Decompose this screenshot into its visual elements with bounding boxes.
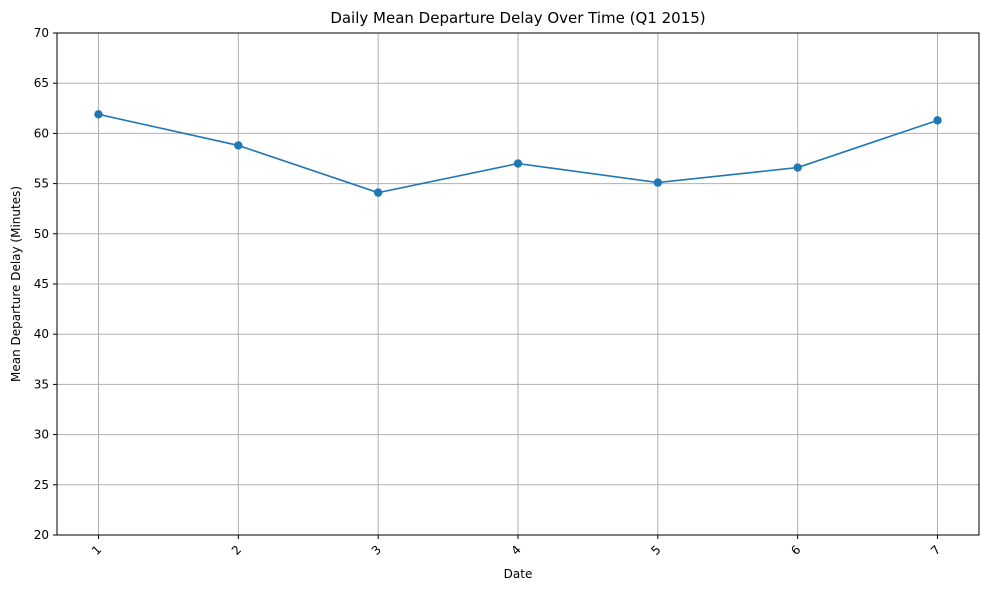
data-point xyxy=(94,110,103,119)
x-tick-label: 6 xyxy=(788,543,803,558)
x-tick-label: 1 xyxy=(89,543,104,558)
x-tick-label: 5 xyxy=(648,543,663,558)
data-point xyxy=(653,178,663,187)
y-axis-label: Mean Departure Delay (Minutes) xyxy=(9,186,23,382)
x-axis-label: Date xyxy=(504,567,533,581)
y-tick-label: 40 xyxy=(34,327,49,341)
data-point xyxy=(373,188,383,197)
series-layer xyxy=(94,110,942,197)
data-point xyxy=(933,116,942,125)
x-tick-label: 3 xyxy=(369,543,384,558)
x-tick-label: 2 xyxy=(229,543,244,558)
x-tick-label: 4 xyxy=(509,543,524,558)
y-tick-label: 35 xyxy=(34,377,49,391)
data-point xyxy=(513,159,523,168)
grid-lines xyxy=(57,32,979,536)
data-point xyxy=(234,141,243,150)
y-tick-label: 25 xyxy=(34,478,49,492)
data-point xyxy=(793,163,802,172)
y-tick-label: 60 xyxy=(34,126,49,140)
y-tick-label: 50 xyxy=(34,227,49,241)
chart-title: Daily Mean Departure Delay Over Time (Q1… xyxy=(330,9,705,27)
y-tick-label: 65 xyxy=(34,76,49,90)
y-tick-label: 20 xyxy=(34,528,49,542)
x-tick-label: 7 xyxy=(928,543,943,558)
y-tick-label: 45 xyxy=(34,277,49,291)
y-tick-label: 55 xyxy=(34,177,49,191)
y-tick-label: 30 xyxy=(34,428,49,442)
y-tick-label: 70 xyxy=(34,26,49,40)
